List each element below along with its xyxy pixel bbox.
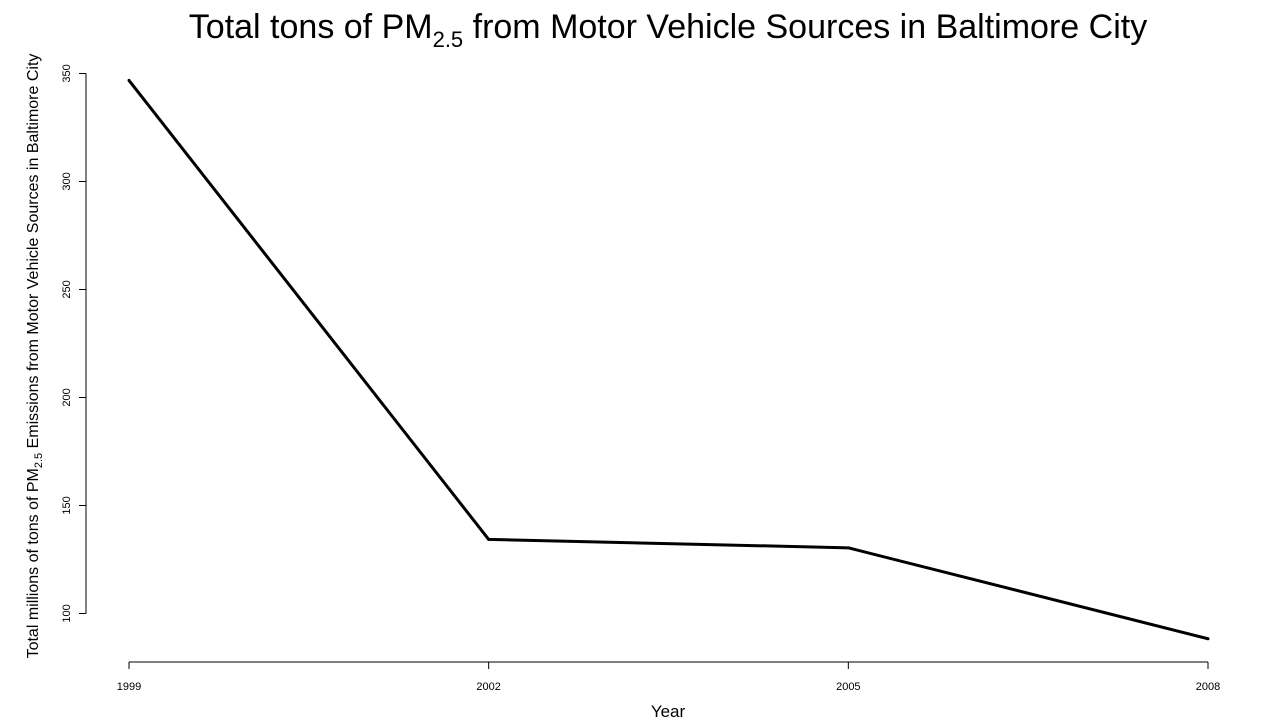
series-layer [127,78,1210,641]
data-point [846,546,850,550]
chart-title-subscript: 2.5 [433,27,464,52]
x-tick-label: 2005 [836,681,860,693]
y-tick-label: 250 [61,280,73,298]
y-tick-label: 100 [61,604,73,622]
series-line [127,79,1209,641]
chart-title-suffix: from Motor Vehicle Sources in Baltimore … [463,8,1147,46]
data-point [487,537,491,541]
x-axis: 1999 2002 2005 2008 [117,661,1220,693]
y-tick-label: 350 [61,64,73,82]
x-axis-label: Year [651,702,686,720]
x-tick-label: 2002 [476,681,500,693]
y-axis-label-subscript: 2.5 [33,453,45,468]
y-tick-label: 150 [61,496,73,514]
y-tick-label: 200 [61,388,73,406]
data-point [127,78,131,82]
y-axis-label-prefix: Total millions of tons of PM [25,468,42,658]
data-point [1206,637,1210,641]
x-tick-label: 2008 [1196,681,1220,693]
x-tick-label: 1999 [117,681,141,693]
y-axis: 100 150 200 250 300 350 [61,64,87,623]
y-axis-label: Total millions of tons of PM2.5 Emission… [25,54,45,659]
chart-title: Total tons of PM2.5 from Motor Vehicle S… [189,8,1147,52]
chart-title-prefix: Total tons of PM [189,8,433,46]
y-axis-label-suffix: Emissions from Motor Vehicle Sources in … [25,54,42,453]
y-tick-label: 300 [61,172,73,190]
